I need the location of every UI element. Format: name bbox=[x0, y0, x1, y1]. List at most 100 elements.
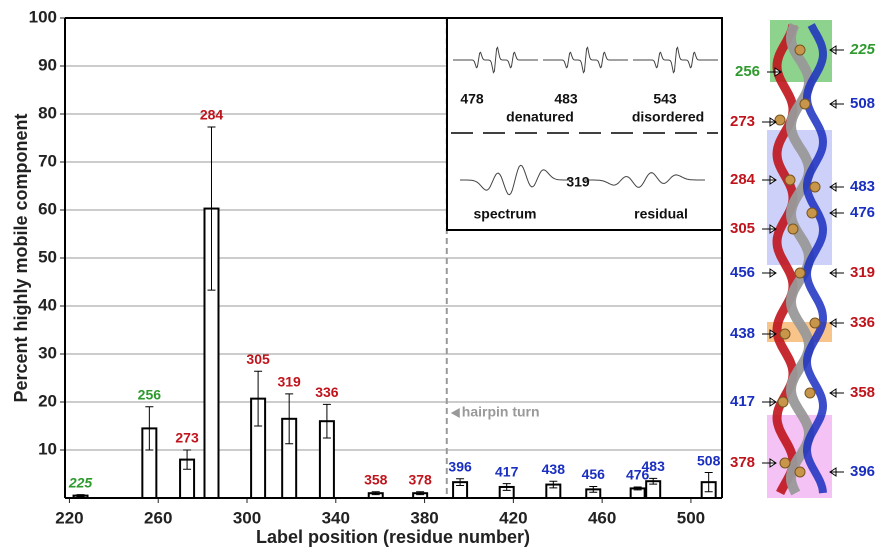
x-tick-label: 300 bbox=[233, 508, 261, 527]
x-tick-label: 260 bbox=[144, 508, 172, 527]
inset-label: 478 bbox=[460, 91, 484, 107]
spectrum-trace bbox=[543, 46, 628, 74]
bar-label: 438 bbox=[542, 461, 566, 477]
inset-label: disordered bbox=[632, 109, 704, 125]
spectrum-trace bbox=[460, 164, 570, 196]
spin-label bbox=[774, 114, 786, 126]
protein-structure bbox=[767, 20, 832, 498]
inset-label: spectrum bbox=[473, 206, 536, 222]
error-bar bbox=[649, 477, 658, 485]
error-bar bbox=[322, 403, 331, 439]
annotation: hairpin turn bbox=[462, 404, 540, 420]
bar-label: 476 bbox=[626, 467, 650, 483]
error-bar bbox=[145, 406, 154, 451]
spin-label bbox=[779, 328, 791, 340]
y-tick-label: 100 bbox=[29, 7, 57, 26]
error-bar bbox=[76, 494, 85, 498]
bar-label: 336 bbox=[315, 384, 339, 400]
bar-label: 508 bbox=[697, 452, 721, 468]
bar-label: 417 bbox=[495, 463, 519, 479]
error-bar bbox=[254, 370, 263, 427]
bar-label: 396 bbox=[448, 459, 472, 475]
error-bar bbox=[502, 483, 511, 491]
structure-label: 284 bbox=[730, 171, 756, 188]
error-bar bbox=[549, 480, 558, 489]
inset-label: residual bbox=[634, 206, 688, 222]
error-bar bbox=[285, 393, 294, 445]
inset-label: denatured bbox=[506, 109, 574, 125]
spin-label bbox=[794, 466, 806, 478]
structure-arrow bbox=[829, 318, 844, 328]
y-tick-label: 80 bbox=[38, 103, 57, 122]
structure-arrow bbox=[829, 45, 844, 55]
structure-arrow bbox=[762, 329, 777, 339]
structure-label: 256 bbox=[735, 63, 760, 80]
spin-label bbox=[809, 181, 821, 193]
bar-label: 319 bbox=[277, 374, 301, 390]
structure-label: 273 bbox=[730, 113, 755, 130]
structure-label: 483 bbox=[850, 178, 875, 195]
structure-arrow bbox=[762, 175, 777, 185]
y-tick-label: 70 bbox=[38, 151, 57, 170]
spin-label bbox=[794, 267, 806, 279]
x-tick-label: 500 bbox=[677, 508, 705, 527]
bar-label: 358 bbox=[364, 471, 388, 487]
structure-label: 438 bbox=[730, 325, 755, 342]
inset-label: 483 bbox=[554, 91, 578, 107]
bar-label: 483 bbox=[642, 458, 666, 474]
bar-label: 456 bbox=[582, 466, 606, 482]
inset-label: 319 bbox=[566, 174, 590, 190]
structure-label: 225 bbox=[849, 41, 876, 58]
error-bar bbox=[416, 491, 425, 496]
bar-label: 225 bbox=[68, 474, 93, 490]
structure-arrow bbox=[829, 268, 844, 278]
x-tick-label: 420 bbox=[499, 508, 527, 527]
y-axis-title: Percent highly mobile component bbox=[11, 113, 31, 402]
structure-arrow bbox=[762, 117, 777, 127]
bar-label: 273 bbox=[175, 430, 199, 446]
bar-label: 378 bbox=[408, 471, 432, 487]
x-tick-label: 380 bbox=[410, 508, 438, 527]
spin-label bbox=[779, 457, 791, 469]
error-bar bbox=[589, 485, 598, 493]
helix bbox=[772, 24, 798, 496]
spin-label bbox=[806, 207, 818, 219]
x-tick-label: 340 bbox=[322, 508, 350, 527]
spin-label bbox=[784, 174, 796, 186]
structure-arrow bbox=[829, 182, 844, 192]
error-bar bbox=[183, 449, 192, 470]
error-bar bbox=[371, 491, 380, 496]
structure-label: 476 bbox=[850, 204, 875, 221]
spin-label bbox=[794, 44, 806, 56]
bar-label: 256 bbox=[138, 387, 162, 403]
y-tick-label: 50 bbox=[38, 247, 57, 266]
y-tick-label: 30 bbox=[38, 343, 57, 362]
error-bar bbox=[633, 486, 642, 491]
spectrum-trace bbox=[585, 172, 705, 188]
structure-label: 305 bbox=[730, 220, 755, 237]
bar-label: 284 bbox=[200, 107, 224, 123]
y-tick-label: 90 bbox=[38, 55, 57, 74]
x-axis-title: Label position (residue number) bbox=[256, 527, 530, 547]
structure-label: 319 bbox=[850, 264, 875, 281]
error-bar bbox=[704, 472, 713, 493]
structure-arrow bbox=[829, 467, 844, 477]
spin-label bbox=[777, 396, 789, 408]
spectrum-trace bbox=[453, 46, 538, 74]
structure-arrow bbox=[767, 67, 782, 77]
structure-label: 358 bbox=[850, 384, 875, 401]
y-tick-label: 40 bbox=[38, 295, 57, 314]
structure-arrow bbox=[762, 397, 777, 407]
spectrum-trace bbox=[633, 46, 718, 74]
y-tick-label: 60 bbox=[38, 199, 57, 218]
structure-arrow bbox=[762, 268, 777, 278]
y-tick-label: 20 bbox=[38, 391, 57, 410]
structure-arrow bbox=[829, 208, 844, 218]
structure-label: 417 bbox=[730, 393, 755, 410]
y-tick-label: 10 bbox=[38, 439, 57, 458]
bar-label: 305 bbox=[246, 351, 270, 367]
structure-arrow bbox=[829, 388, 844, 398]
structure-label: 396 bbox=[850, 463, 875, 480]
